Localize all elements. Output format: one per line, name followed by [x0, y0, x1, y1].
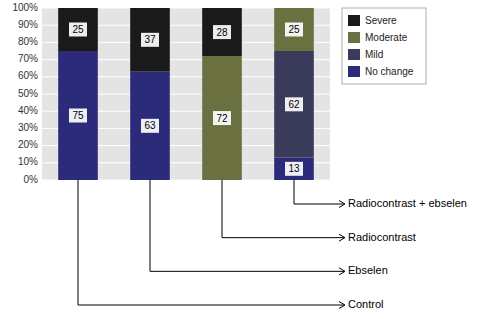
bar-segment — [274, 158, 314, 180]
bar-segment — [58, 8, 98, 51]
data-label-box — [213, 25, 231, 39]
category-label: Radiocontrast — [348, 231, 416, 243]
annotation-arrowhead — [339, 268, 345, 275]
y-tick-label: 20% — [18, 139, 38, 150]
data-label: 37 — [144, 34, 156, 45]
data-label-box — [285, 23, 303, 37]
legend-swatch — [348, 32, 360, 43]
chart: 0% 10% 20% 30% 40% 50% 60% 70% 80% 90% 100% 75 63 13 6… — [0, 0, 500, 319]
data-label: 25 — [72, 24, 84, 35]
y-tick-label: 40% — [18, 105, 38, 116]
category-annotations: Control Ebselen Radiocontrast Radiocontrast… — [78, 180, 467, 310]
plot-background — [42, 8, 330, 180]
data-label-box — [69, 23, 87, 37]
y-tick-label: 60% — [18, 70, 38, 81]
data-label-box — [69, 109, 87, 123]
data-label-box — [141, 119, 159, 133]
annotation-arrowhead — [339, 201, 345, 208]
data-label-box — [141, 33, 159, 47]
data-label: 25 — [288, 24, 300, 35]
annotation-arrowhead — [339, 234, 345, 241]
data-label: 75 — [72, 110, 84, 121]
bar-segment — [130, 8, 170, 72]
legend-label: No change — [365, 66, 414, 77]
legend-swatch — [348, 15, 360, 26]
y-tick-label: 80% — [18, 36, 38, 47]
y-tick-label: 70% — [18, 53, 38, 64]
data-label: 62 — [288, 99, 300, 110]
bar-segment — [274, 51, 314, 158]
y-tick-label: 50% — [18, 88, 38, 99]
data-label: 13 — [288, 163, 300, 174]
y-tick-label: 100% — [12, 2, 38, 13]
y-tick-label: 0% — [24, 174, 39, 185]
annotation-arrow — [294, 180, 344, 204]
y-tick-label: 10% — [18, 156, 38, 167]
data-label: 28 — [216, 27, 228, 38]
bar-segment — [202, 8, 242, 56]
annotation-arrowhead — [339, 302, 345, 309]
data-label: 72 — [216, 113, 228, 124]
data-label-box — [285, 162, 303, 176]
data-labels: 75 63 13 62 72 25 25 37 28 — [69, 23, 303, 176]
legend-frame — [342, 8, 426, 84]
bar-segment — [274, 8, 314, 51]
y-tick-label: 90% — [18, 19, 38, 30]
category-label: Control — [348, 298, 383, 310]
annotation-arrow — [78, 180, 344, 305]
bar-segment — [130, 72, 170, 180]
legend-label: Mild — [365, 49, 383, 60]
legend-label: Moderate — [365, 32, 408, 43]
bars — [58, 8, 314, 180]
legend-swatch — [348, 49, 360, 60]
y-tick-label: 30% — [18, 122, 38, 133]
bar-segment — [274, 8, 314, 9]
data-label-box — [213, 111, 231, 125]
category-label: Radiocontrast + ebselen — [348, 197, 467, 209]
category-label: Ebselen — [348, 264, 388, 276]
bar-segment — [202, 56, 242, 180]
legend-label: Severe — [365, 15, 397, 26]
annotation-arrow — [150, 180, 344, 271]
legend: Severe Moderate Mild No change — [342, 8, 426, 84]
legend-swatch — [348, 66, 360, 77]
annotation-arrow — [222, 180, 344, 238]
data-label: 63 — [144, 120, 156, 131]
bar-segment — [58, 51, 98, 180]
data-label-box — [285, 97, 303, 111]
